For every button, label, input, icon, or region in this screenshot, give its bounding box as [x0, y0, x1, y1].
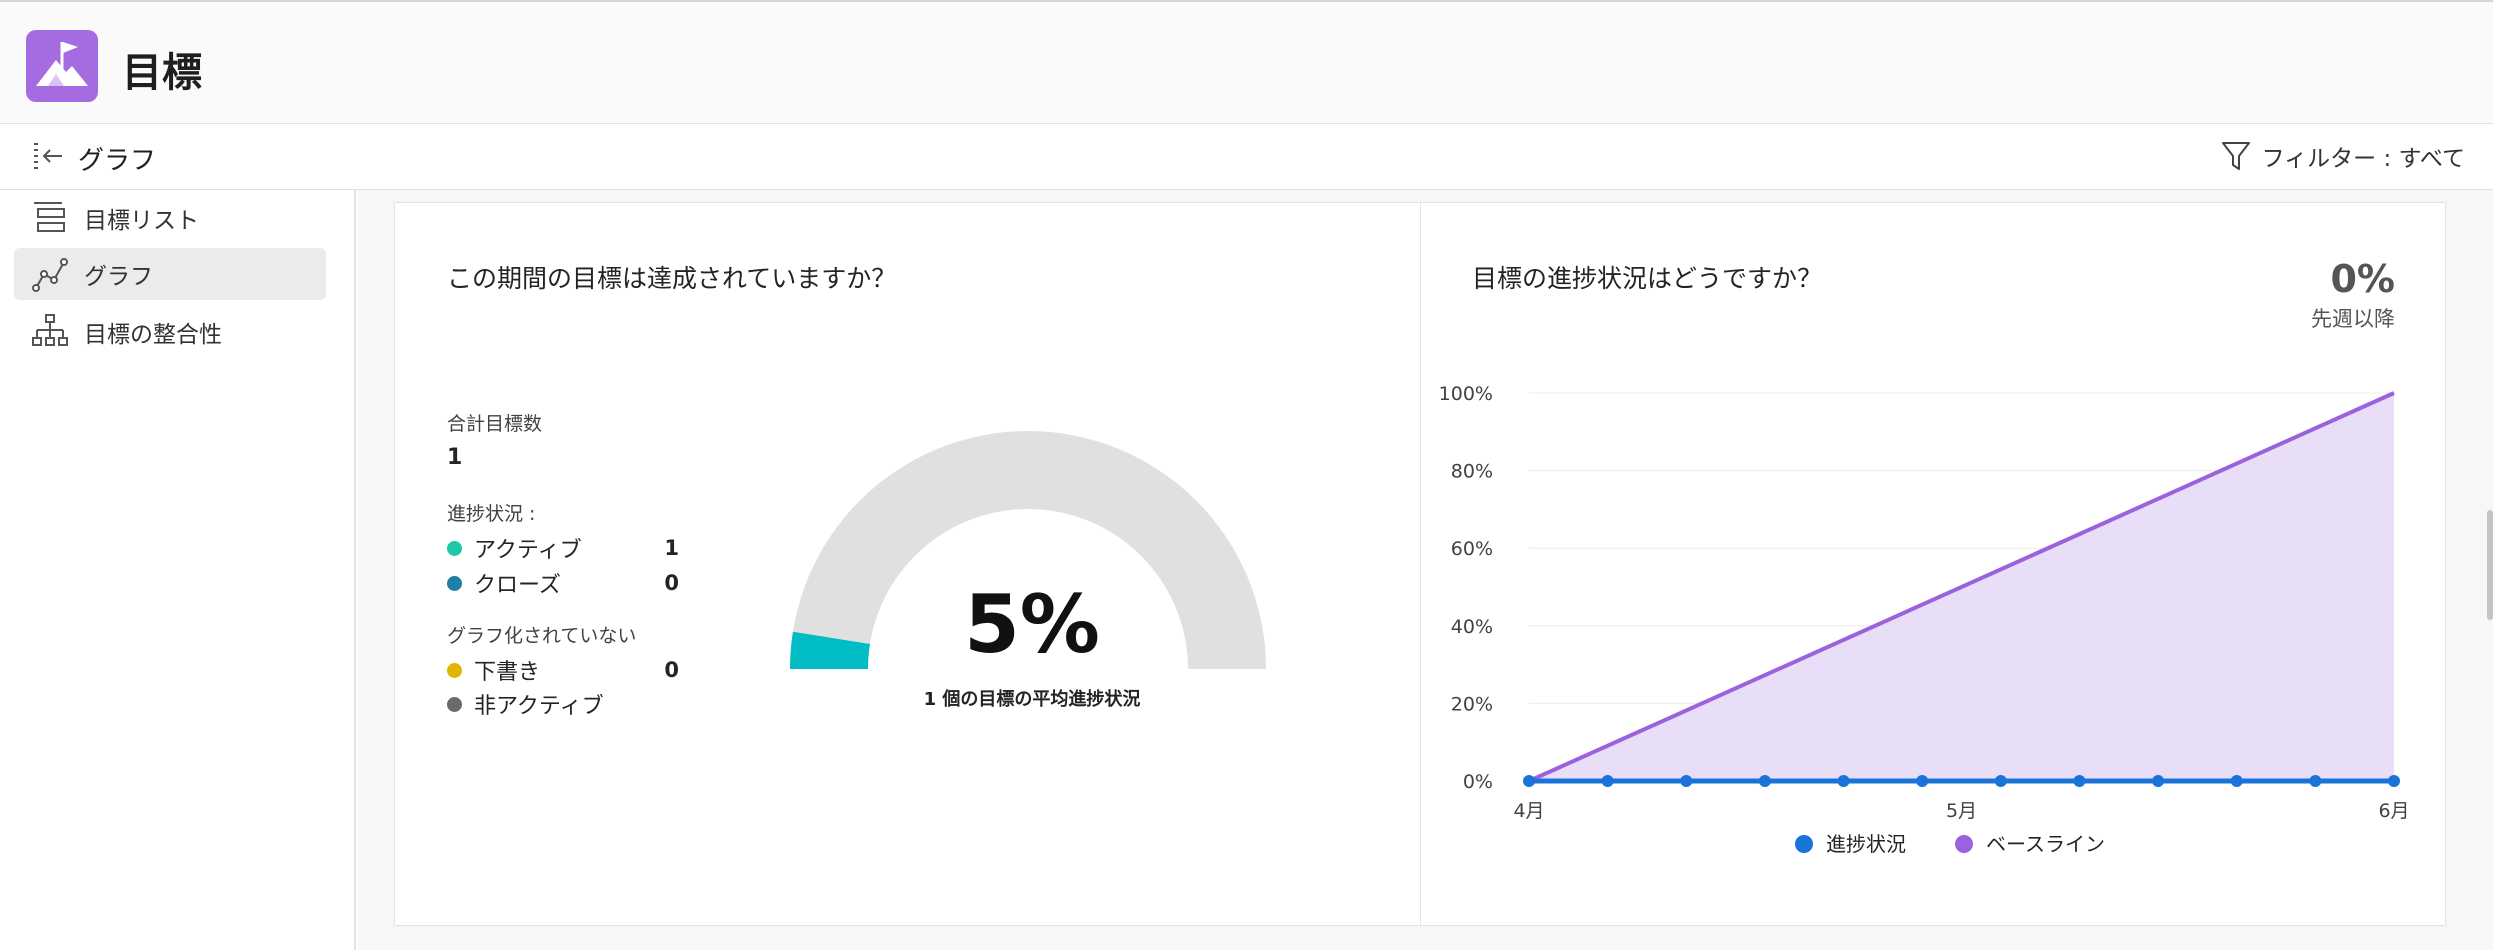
scrollbar-thumb[interactable] [2487, 510, 2493, 620]
status-active-row: アクティブ 1 [447, 533, 679, 563]
progress-point [2388, 775, 2400, 787]
filter-label: フィルター : すべて [2261, 146, 2465, 172]
collapse-nav-icon[interactable] [30, 138, 66, 174]
progress-point [2152, 775, 2165, 787]
y-tick-label: 60% [1451, 538, 1493, 560]
y-tick-label: 100% [1439, 383, 1493, 405]
progress-point [1837, 775, 1850, 787]
total-goals-value: 1 [447, 445, 463, 470]
y-tick-label: 40% [1451, 616, 1493, 638]
status-inactive-row: 非アクティブ [447, 689, 679, 719]
sidebar-item-goal-alignment[interactable]: 目標の整合性 [14, 306, 326, 358]
progress-point [1680, 775, 1693, 787]
progress-point [1758, 775, 1771, 787]
closed-dot [447, 575, 462, 591]
y-tick-label: 0% [1463, 771, 1493, 793]
active-dot [447, 540, 462, 556]
sidebar-item-chart[interactable]: グラフ [14, 248, 326, 300]
status-count: 0 [664, 571, 679, 595]
change-value: 0% [2330, 257, 2395, 301]
app-title: 目標 [122, 50, 202, 96]
status-closed-row: クローズ 0 [447, 568, 679, 598]
y-tick-label: 80% [1451, 461, 1493, 483]
view-title: グラフ [78, 146, 157, 176]
sidebar-item-label: 目標の整合性 [84, 322, 222, 348]
progress-point [1523, 775, 1535, 787]
trend-question: 目標の進捗状況はどうですか？ [1472, 264, 1823, 293]
change-label: 先週以降 [2311, 307, 2395, 331]
progress-point [1994, 775, 2007, 787]
sidebar: 目標リスト グラフ 目標の整 [0, 190, 356, 950]
status-name: 非アクティブ [474, 694, 604, 719]
status-count: 0 [664, 658, 679, 682]
legend-label: 進捗状況 [1826, 832, 1906, 856]
main-content: この期間の目標は達成されていますか？ 合計目標数 1 進捗状況 : アクティブ … [358, 190, 2493, 950]
ungraphed-label: グラフ化されていない [447, 625, 637, 647]
app-header: 目標 [0, 0, 2493, 124]
chart-icon [32, 258, 68, 292]
x-tick-label: 6月 [2378, 800, 2409, 822]
legend-label: ベースライン [1986, 832, 2105, 856]
toolbar: グラフ フィルター : すべて [0, 124, 2493, 190]
gauge-fill [790, 631, 870, 669]
gauge-caption: 1 個の目標の平均進捗状況 [923, 689, 1141, 710]
gauge-track [790, 431, 1266, 669]
draft-dot [447, 662, 462, 678]
progress-point [1601, 775, 1614, 787]
total-goals-label: 合計目標数 [447, 413, 543, 435]
sidebar-item-goal-list[interactable]: 目標リスト [14, 192, 326, 244]
legend-swatch [1955, 835, 1973, 853]
legend-swatch [1795, 835, 1813, 853]
x-tick-label: 5月 [1946, 800, 1977, 822]
gauge-percent: 5% [964, 578, 1100, 671]
goal-flag-icon [26, 30, 98, 102]
y-tick-label: 20% [1451, 693, 1493, 715]
sidebar-item-label: 目標リスト [84, 208, 199, 234]
filter-button[interactable]: フィルター : すべて [2220, 138, 2465, 174]
progress-status-label: 進捗状況 : [447, 503, 536, 525]
achievement-question: この期間の目標は達成されていますか？ [447, 264, 897, 293]
x-tick-label: 4月 [1513, 800, 1544, 822]
sidebar-item-label: グラフ [84, 264, 153, 290]
list-icon [34, 202, 65, 232]
status-name: アクティブ [474, 538, 582, 563]
status-name: 下書き [474, 660, 541, 685]
charts-card: この期間の目標は達成されていますか？ 合計目標数 1 進捗状況 : アクティブ … [394, 202, 2446, 926]
status-draft-row: 下書き 0 [447, 655, 679, 685]
panel-divider [1420, 203, 1421, 925]
progress-point [2309, 775, 2322, 787]
progress-gauge [790, 431, 1266, 669]
hierarchy-icon [32, 314, 68, 346]
inactive-dot [447, 696, 462, 712]
filter-icon [2221, 142, 2250, 170]
status-count: 1 [664, 536, 679, 560]
progress-point [2230, 775, 2243, 787]
baseline-line [1528, 391, 2395, 783]
progress-point [2073, 775, 2086, 787]
progress-point [1916, 775, 1929, 787]
status-name: クローズ [474, 573, 561, 598]
